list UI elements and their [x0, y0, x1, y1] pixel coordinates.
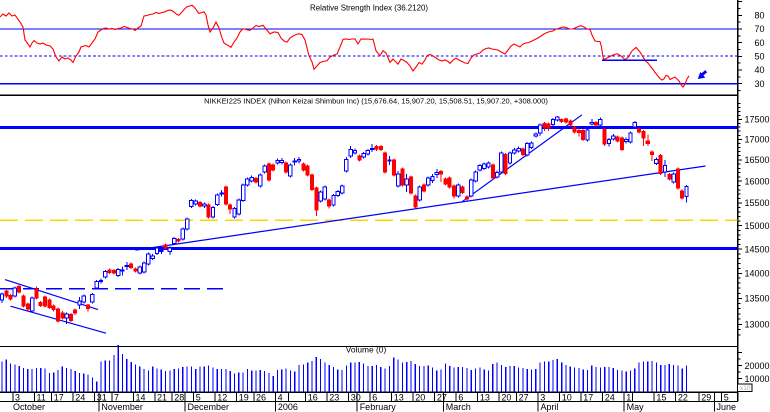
- svg-text:3: 3: [15, 393, 20, 403]
- svg-text:13500: 13500: [745, 294, 770, 304]
- svg-text:31: 31: [97, 393, 107, 403]
- svg-text:80: 80: [755, 11, 765, 21]
- svg-text:30: 30: [351, 393, 361, 403]
- svg-text:29: 29: [701, 393, 711, 403]
- svg-text:14: 14: [136, 393, 146, 403]
- svg-text:50: 50: [755, 52, 765, 62]
- svg-text:10000: 10000: [745, 374, 770, 384]
- svg-text:17: 17: [54, 393, 64, 403]
- svg-text:27: 27: [519, 393, 529, 403]
- svg-text:October: October: [13, 402, 45, 412]
- svg-text:12: 12: [217, 393, 227, 403]
- svg-text:December: December: [188, 402, 230, 412]
- svg-text:23: 23: [329, 393, 339, 403]
- svg-text:16: 16: [308, 393, 318, 403]
- svg-text:24: 24: [605, 393, 615, 403]
- svg-text:10: 10: [562, 393, 572, 403]
- svg-text:6: 6: [372, 393, 377, 403]
- svg-text:4: 4: [278, 393, 283, 403]
- svg-text:7: 7: [114, 393, 119, 403]
- svg-text:1: 1: [626, 393, 631, 403]
- svg-text:28: 28: [174, 393, 184, 403]
- svg-text:14500: 14500: [745, 244, 770, 254]
- svg-text:November: November: [101, 402, 143, 412]
- svg-text:24: 24: [75, 393, 85, 403]
- svg-text:22: 22: [678, 393, 688, 403]
- svg-text:30: 30: [755, 79, 765, 89]
- svg-text:13: 13: [480, 393, 490, 403]
- svg-text:60: 60: [755, 38, 765, 48]
- svg-text:17000: 17000: [745, 135, 770, 145]
- svg-text:16000: 16000: [745, 176, 770, 186]
- svg-text:June: June: [717, 402, 737, 412]
- svg-text:Volume (0): Volume (0): [346, 345, 387, 355]
- svg-text:Relative Strength Index (36.21: Relative Strength Index (36.2120): [310, 4, 428, 13]
- svg-text:5: 5: [196, 393, 201, 403]
- svg-text:20: 20: [415, 393, 425, 403]
- svg-text:6: 6: [458, 393, 463, 403]
- svg-text:February: February: [360, 402, 397, 412]
- svg-text:21: 21: [157, 393, 167, 403]
- svg-text:3: 3: [540, 393, 545, 403]
- svg-text:x10: x10: [740, 385, 751, 392]
- svg-text:5: 5: [724, 393, 729, 403]
- svg-text:13000: 13000: [745, 320, 770, 330]
- svg-text:11: 11: [37, 393, 46, 403]
- svg-text:April: April: [541, 402, 559, 412]
- svg-text:May: May: [627, 402, 645, 412]
- svg-text:70: 70: [755, 24, 765, 34]
- svg-text:17500: 17500: [745, 115, 770, 125]
- svg-text:NIKKEI225 INDEX (Nihon Keizai: NIKKEI225 INDEX (Nihon Keizai Shimbun In…: [204, 97, 548, 106]
- svg-text:26: 26: [256, 393, 266, 403]
- svg-text:16500: 16500: [745, 155, 770, 165]
- svg-text:19: 19: [239, 393, 249, 403]
- svg-text:March: March: [446, 402, 471, 412]
- svg-text:15000: 15000: [745, 221, 770, 231]
- svg-text:13: 13: [394, 393, 404, 403]
- svg-text:40: 40: [755, 65, 765, 75]
- svg-text:15500: 15500: [745, 198, 770, 208]
- svg-text:27: 27: [437, 393, 447, 403]
- svg-text:2006: 2006: [278, 402, 298, 412]
- svg-text:17: 17: [583, 393, 593, 403]
- svg-text:20: 20: [501, 393, 511, 403]
- svg-text:20000: 20000: [745, 361, 770, 371]
- svg-text:15: 15: [656, 393, 666, 403]
- svg-text:14000: 14000: [745, 268, 770, 278]
